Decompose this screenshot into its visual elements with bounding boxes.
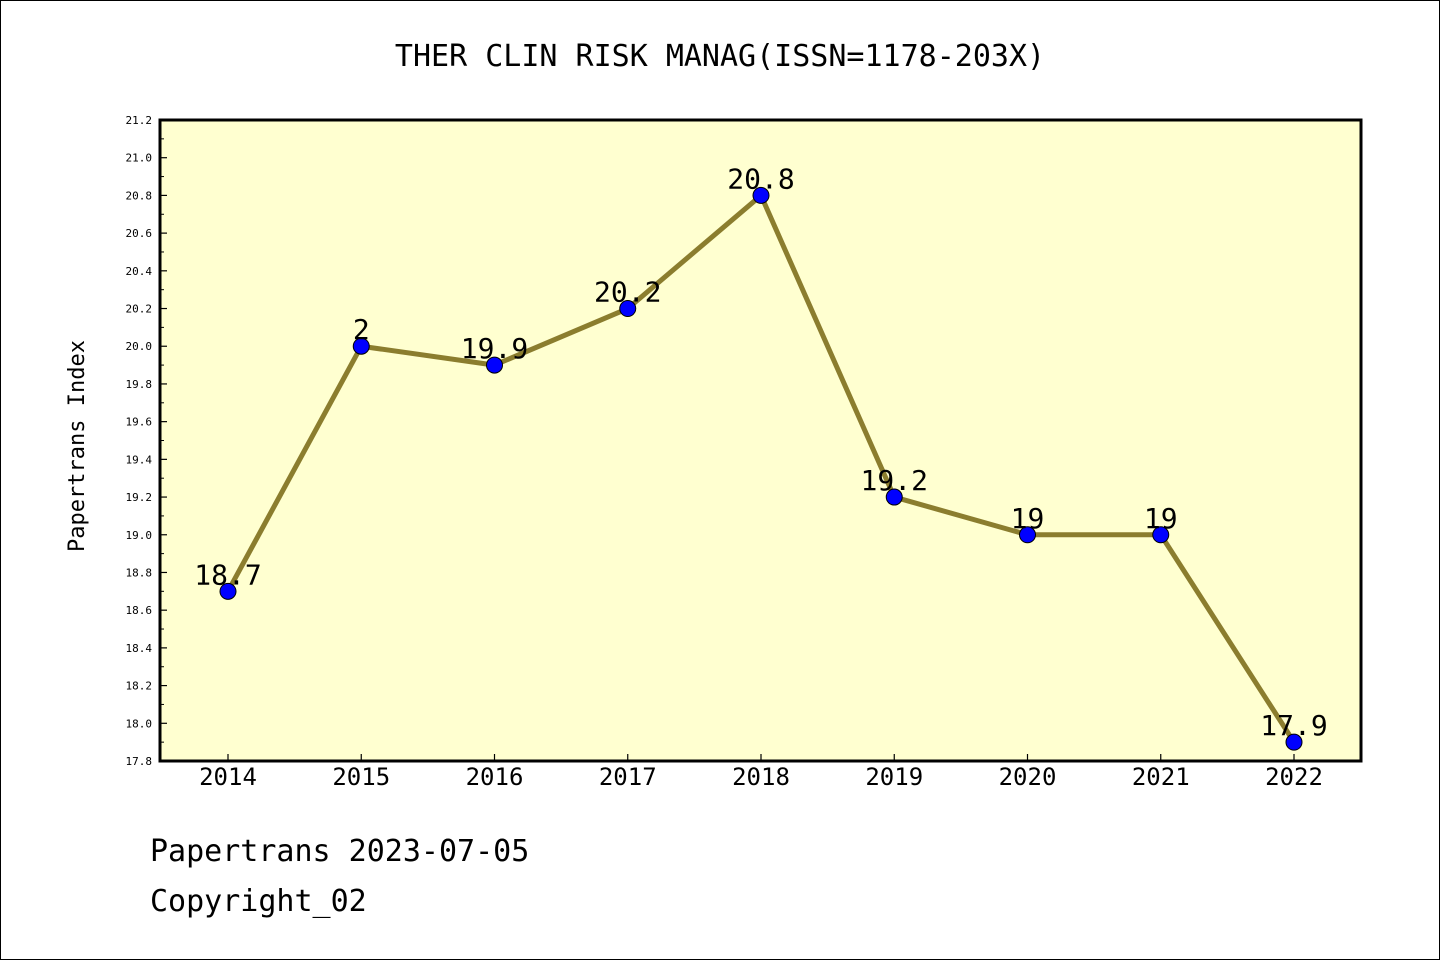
y-tick-label: 18.4 (126, 642, 153, 655)
footer-date: Papertrans 2023-07-05 (150, 834, 530, 869)
y-tick-label: 18.0 (126, 717, 153, 730)
data-point (885, 488, 903, 506)
data-point (752, 186, 770, 204)
data-point (1285, 733, 1303, 751)
y-tick-label: 21.0 (126, 152, 153, 165)
data-label: 20.2 (594, 276, 661, 309)
data-point (1019, 526, 1036, 544)
x-tick-label: 2022 (1265, 763, 1323, 791)
x-axis-ticks: 2014 2015 2016 2017 2018 2019 2020 2021 2022 (199, 754, 1323, 791)
y-tick-label: 20.4 (126, 265, 153, 278)
y-tick-label: 19.4 (126, 453, 153, 466)
x-tick-label: 2020 (999, 763, 1057, 791)
data-label: 20.8 (727, 162, 794, 195)
x-tick-label: 2014 (199, 763, 257, 791)
x-tick-label: 2019 (865, 763, 923, 791)
y-tick-label: 18.2 (126, 680, 153, 693)
plot-area (158, 118, 1363, 763)
data-point (1152, 526, 1170, 544)
data-point (486, 356, 503, 374)
y-tick-label: 17.8 (126, 755, 153, 768)
data-point (619, 300, 637, 318)
x-tick-label: 2017 (599, 763, 657, 791)
y-axis-ticks: 17.8 18.0 18.2 18.4 18.6 18.8 19.0 19.2 19.4 19.6… (126, 114, 167, 768)
y-tick-label: 19.8 (126, 378, 153, 391)
data-label: 19 (1144, 502, 1178, 535)
x-tick-label: 2021 (1132, 763, 1190, 791)
x-tick-label: 2015 (332, 763, 390, 791)
data-label: 2 (353, 313, 370, 346)
y-tick-label: 21.2 (126, 114, 153, 127)
chart-title: THER CLIN RISK MANAG(ISSN=1178-203X) (395, 39, 1045, 74)
y-tick-label: 20.2 (126, 303, 153, 316)
data-point (219, 582, 237, 600)
y-tick-label: 18.8 (126, 566, 153, 579)
data-label: 19.9 (461, 332, 528, 365)
y-tick-label: 20.0 (126, 340, 153, 353)
y-tick-label: 19.2 (126, 491, 153, 504)
series-markers-group (219, 186, 1303, 751)
data-label: 18.7 (194, 558, 261, 591)
y-tick-label: 18.6 (126, 604, 153, 617)
footer-copyright: Copyright_02 (150, 884, 367, 919)
y-tick-label: 19.6 (126, 416, 153, 429)
data-label: 19.2 (861, 464, 928, 497)
x-tick-label: 2018 (732, 763, 790, 791)
x-tick-label: 2016 (466, 763, 524, 791)
y-axis-label: Papertrans Index (65, 340, 90, 552)
data-label: 17.9 (1260, 709, 1327, 742)
y-tick-label: 20.6 (126, 227, 153, 240)
data-point (352, 337, 370, 355)
y-tick-label: 20.8 (126, 189, 153, 202)
data-labels-group: 18.7 2 19.9 20.2 20.8 19.2 19 19 17.9 (194, 162, 1327, 742)
data-label: 19 (1011, 502, 1045, 535)
y-tick-label: 19.0 (126, 529, 153, 542)
